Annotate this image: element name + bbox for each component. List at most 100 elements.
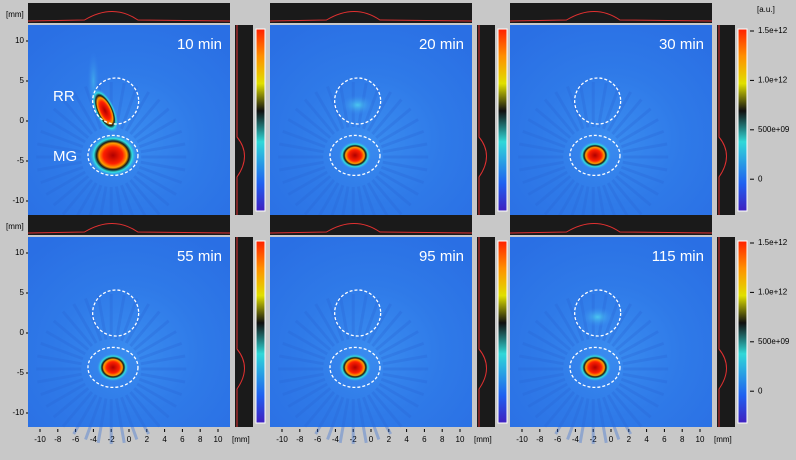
x-tick-label: 4 — [644, 435, 649, 444]
time-label: 10 min — [177, 36, 222, 53]
x-tick-label: 4 — [162, 435, 167, 444]
streak — [282, 341, 326, 361]
time-label: 55 min — [177, 248, 222, 265]
side-profile-curve — [236, 25, 245, 215]
streak — [136, 330, 177, 356]
streak — [366, 394, 392, 435]
x-tick-label: -8 — [54, 435, 62, 444]
streak — [375, 387, 412, 419]
top-profile — [510, 215, 712, 235]
rr-roi — [92, 289, 140, 337]
roi-label: RR — [53, 88, 75, 105]
side-profile-curve — [236, 237, 245, 427]
top-profile-curve — [27, 223, 231, 234]
streak — [522, 341, 566, 361]
streak — [303, 391, 336, 428]
streak — [534, 319, 572, 351]
streak — [382, 160, 428, 172]
x-unit: [mm] — [474, 435, 492, 444]
streak — [282, 377, 326, 397]
y-tick-label: 0 — [20, 328, 25, 337]
x-tick-label: -2 — [590, 435, 598, 444]
streak — [380, 129, 425, 149]
mg-signal — [96, 353, 129, 382]
rr-signal — [91, 88, 119, 133]
streak — [366, 91, 392, 132]
time-label: 95 min — [419, 248, 464, 265]
streak — [40, 165, 84, 185]
side-profile — [235, 237, 253, 427]
image-panel: 115 min — [509, 215, 748, 444]
y-tick-label: -10 — [12, 196, 24, 205]
streak — [522, 377, 566, 397]
streak — [554, 91, 580, 132]
streak — [287, 118, 328, 144]
streak — [534, 107, 572, 139]
streak — [527, 382, 568, 408]
streak — [314, 394, 340, 435]
colorbar-unit: [a.u.] — [757, 5, 775, 14]
x-tick-label: -8 — [536, 435, 544, 444]
streak — [519, 372, 564, 384]
streak — [378, 118, 419, 144]
x-tick-label: 0 — [609, 435, 614, 444]
streak — [615, 387, 652, 419]
streak — [622, 142, 668, 154]
rr-roi — [333, 289, 382, 337]
rr-faint — [581, 307, 614, 327]
mg-roi — [87, 346, 139, 389]
streak — [37, 354, 82, 366]
streak — [618, 170, 659, 196]
colorbar — [497, 28, 508, 212]
streak — [133, 175, 170, 207]
streak — [519, 142, 564, 154]
streak — [138, 341, 183, 361]
streak — [294, 107, 332, 139]
y-tick-label: 5 — [20, 76, 25, 85]
top-profile-curve — [509, 11, 713, 22]
x-tick-label: 0 — [369, 435, 374, 444]
top-profile-curve — [269, 11, 473, 22]
streak — [52, 175, 90, 207]
streak — [294, 319, 332, 351]
colorbar — [255, 240, 266, 424]
streak — [566, 396, 585, 440]
streak — [578, 398, 590, 444]
streak — [519, 354, 564, 366]
streak — [527, 118, 568, 144]
time-label: 115 min — [652, 248, 704, 265]
streak — [96, 294, 108, 340]
streak — [114, 398, 126, 444]
x-tick-label: 6 — [662, 435, 667, 444]
streak — [124, 303, 150, 344]
x-unit: [mm] — [232, 435, 250, 444]
streak — [133, 387, 170, 419]
rr-faint — [341, 95, 374, 115]
side-profile-curve — [478, 25, 487, 215]
colorbar-tick-label: 500e+09 — [758, 337, 790, 346]
x-unit: [mm] — [714, 435, 732, 444]
streak — [611, 179, 643, 216]
streak — [52, 319, 90, 351]
streak — [282, 129, 326, 149]
streak — [366, 303, 392, 344]
streak — [382, 372, 428, 384]
streak — [37, 372, 82, 384]
streak — [375, 319, 412, 351]
colorbar — [497, 240, 508, 424]
x-tick-label: -6 — [554, 435, 562, 444]
streak — [356, 294, 368, 340]
top-profile-curve — [509, 223, 713, 234]
streak — [40, 129, 84, 149]
x-tick-label: 8 — [440, 435, 445, 444]
streak — [61, 391, 94, 428]
image-panel: 20 min — [269, 3, 508, 232]
streak — [622, 372, 668, 384]
side-profile-curve — [718, 25, 727, 215]
streak — [356, 398, 368, 444]
streak — [519, 160, 564, 172]
streak — [37, 160, 82, 172]
streak — [620, 341, 665, 361]
streak — [382, 354, 428, 366]
